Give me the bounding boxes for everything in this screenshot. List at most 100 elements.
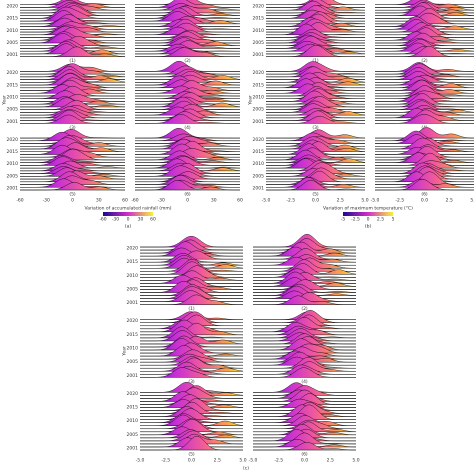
ridge xyxy=(253,346,356,357)
ridge xyxy=(265,22,366,33)
ridge xyxy=(252,271,357,284)
x-tick-label: -30 xyxy=(158,198,165,204)
year-label: 2020 xyxy=(253,70,265,76)
x-tick-label: 2.5 xyxy=(337,198,344,204)
ridge xyxy=(134,127,241,139)
ridge xyxy=(140,335,243,348)
ridge xyxy=(19,21,126,30)
ridge xyxy=(135,148,240,158)
panel-label: (a) xyxy=(125,224,132,230)
year-label: 2001 xyxy=(7,119,19,125)
subpanel-label: (6) xyxy=(184,192,191,198)
x-tick-label: 0.0 xyxy=(312,198,319,204)
ridge xyxy=(265,90,366,102)
ridge xyxy=(139,250,244,260)
x-tick-label: 60 xyxy=(122,198,128,204)
legend-tick-label: 30 xyxy=(138,217,144,223)
year-label: 2020 xyxy=(127,246,139,252)
year-label: 2005 xyxy=(253,107,265,113)
year-label: 2010 xyxy=(253,161,265,167)
year-label: 2001 xyxy=(7,186,19,192)
ridge xyxy=(134,47,241,57)
subpanel-label: (4) xyxy=(301,379,308,385)
x-tick-label: 30 xyxy=(211,198,217,204)
legend-colorbar xyxy=(103,212,153,216)
year-label: 2015 xyxy=(7,16,19,22)
year-label: 2001 xyxy=(127,446,139,452)
x-tick-label: 5.0 xyxy=(239,458,246,464)
ridge xyxy=(252,283,357,293)
y-axis-label: Year xyxy=(248,95,254,106)
ridge xyxy=(374,39,474,49)
x-tick-label: -60 xyxy=(131,198,138,204)
ridge xyxy=(134,22,241,33)
year-label: 2001 xyxy=(7,52,19,58)
subpanel-label: (2) xyxy=(421,58,428,64)
ridge xyxy=(265,66,366,78)
ridge xyxy=(139,290,244,302)
ridge xyxy=(139,387,244,399)
ridge xyxy=(265,115,366,124)
year-label: 2020 xyxy=(127,318,139,324)
x-tick-label: -2.5 xyxy=(161,458,170,464)
year-label: 2010 xyxy=(127,346,139,352)
legend-title: Variation of maximum temperature (°C) xyxy=(323,206,413,212)
ridge xyxy=(139,408,244,420)
ridge xyxy=(134,179,241,188)
ridge xyxy=(135,43,241,52)
ridge xyxy=(134,150,241,161)
year-label: 2005 xyxy=(253,173,265,179)
subpanel-label: (6) xyxy=(421,192,428,198)
ridge xyxy=(19,79,126,91)
ridge xyxy=(140,253,243,263)
ridge xyxy=(19,142,126,152)
ridge xyxy=(19,175,126,185)
x-tick-label: 0.0 xyxy=(301,458,308,464)
subpanel-label: (6) xyxy=(301,452,308,458)
subpanel-label: (5) xyxy=(69,192,76,198)
year-label: 2001 xyxy=(253,186,265,192)
x-tick-label: -2.5 xyxy=(395,198,404,204)
ridge xyxy=(252,356,357,369)
ridge xyxy=(134,6,241,16)
x-tick-label: -60 xyxy=(16,198,23,204)
ridge xyxy=(252,295,357,305)
ridge xyxy=(140,419,243,432)
ridge xyxy=(252,248,357,260)
legend-tick-label: -2.5 xyxy=(351,217,360,223)
ridge xyxy=(140,270,244,281)
legend-tick-label: 5 xyxy=(392,217,395,223)
ridge xyxy=(375,93,474,105)
ridge xyxy=(20,109,125,121)
year-label: 2020 xyxy=(7,137,19,143)
year-label: 2010 xyxy=(7,28,19,34)
ridge xyxy=(253,328,357,339)
ridge xyxy=(140,241,243,254)
subpanel-label: (4) xyxy=(184,125,191,131)
ridge xyxy=(374,45,474,57)
ridge xyxy=(139,294,244,305)
year-label: 2020 xyxy=(127,391,139,397)
year-label: 2010 xyxy=(127,273,139,279)
ridge xyxy=(134,40,241,49)
ridge xyxy=(19,163,126,172)
x-tick-label: -5.0 xyxy=(371,198,380,204)
ridge xyxy=(19,114,126,124)
ridge xyxy=(139,357,244,369)
x-tick-label: -5.0 xyxy=(249,458,258,464)
ridge xyxy=(265,32,366,41)
ridge xyxy=(266,162,365,174)
subpanel-label: (2) xyxy=(184,58,191,64)
ridge xyxy=(374,27,474,38)
x-tick-label: 2.5 xyxy=(214,458,221,464)
ridge xyxy=(134,31,241,41)
x-tick-label: 60 xyxy=(237,198,243,204)
ridge xyxy=(134,165,241,177)
year-label: 2001 xyxy=(253,52,265,58)
ridge xyxy=(20,85,125,97)
ridge xyxy=(139,322,244,336)
y-axis-label: Year xyxy=(2,95,8,106)
year-label: 2020 xyxy=(7,4,19,10)
ridge xyxy=(252,263,357,275)
ridge xyxy=(253,393,356,405)
